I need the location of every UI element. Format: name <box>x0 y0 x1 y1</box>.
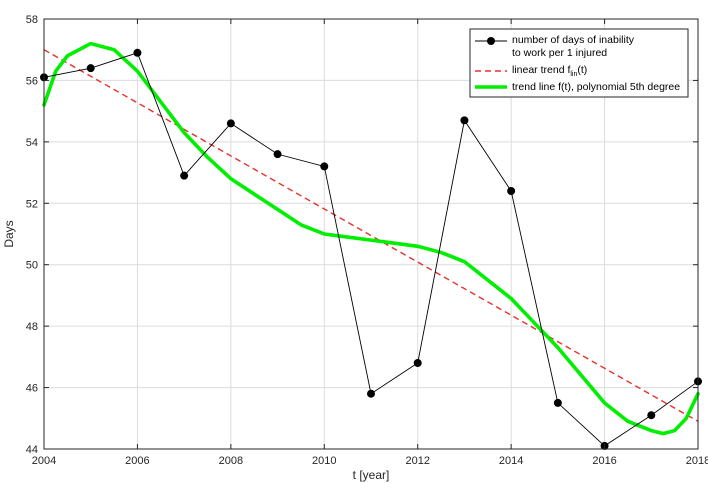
x-tick-label: 2016 <box>592 455 616 467</box>
y-tick-label: 54 <box>26 137 38 149</box>
data-point <box>86 64 95 73</box>
y-tick-label: 44 <box>26 444 38 456</box>
legend-label-observed-line1: number of days of inability <box>512 34 635 46</box>
legend-label-linear-main: linear trend f <box>512 64 570 76</box>
data-point <box>647 411 656 420</box>
y-tick-label: 48 <box>26 321 38 333</box>
y-tick-label: 46 <box>26 383 38 395</box>
y-axis-title: Days <box>2 220 16 247</box>
legend-sample-observed <box>475 37 507 45</box>
linear-trend-line <box>43 49 699 422</box>
plot-frame <box>43 18 699 450</box>
x-tick-label: 2012 <box>405 455 429 467</box>
data-point <box>413 359 422 367</box>
y-tick-label: 50 <box>26 260 38 272</box>
data-point <box>273 150 282 159</box>
data-point <box>133 48 142 57</box>
axis-ticks: 2004 2006 2008 2010 2012 2014 2016 2018 44 46 48 50… <box>26 14 708 467</box>
legend: number of days of inability to work per … <box>469 28 689 98</box>
legend-label-linear-tail: (t) <box>577 64 587 76</box>
x-tick-label: 2004 <box>32 455 56 467</box>
y-tick-label: 52 <box>26 198 38 210</box>
data-point <box>460 116 469 125</box>
data-point <box>180 171 189 180</box>
x-tick-label: 2014 <box>499 455 523 467</box>
data-point <box>367 389 375 398</box>
legend-label-observed-line2: to work per 1 injured <box>512 47 607 59</box>
y-tick-label: 58 <box>26 14 38 26</box>
data-point <box>226 119 235 128</box>
legend-label-polynomial: trend line f(t), polynomial 5th degree <box>512 81 680 93</box>
legend-label-linear-sub: lin <box>570 71 577 78</box>
observed-data-line <box>43 52 699 447</box>
legend-label-linear: linear trend flin(t) <box>512 64 587 78</box>
x-tick-label: 2006 <box>125 455 149 467</box>
x-tick-label: 2010 <box>312 455 336 467</box>
legend-sample-marker <box>487 37 495 45</box>
x-tick-label: 2018 <box>686 455 708 467</box>
data-point <box>507 187 516 195</box>
polynomial-trend-line <box>42 41 700 436</box>
x-axis-title: t [year] <box>353 468 390 482</box>
y-tick-label: 56 <box>26 75 38 87</box>
data-point <box>553 398 562 407</box>
x-tick-label: 2008 <box>219 455 243 467</box>
series-layer <box>40 41 702 450</box>
data-point <box>320 162 329 171</box>
